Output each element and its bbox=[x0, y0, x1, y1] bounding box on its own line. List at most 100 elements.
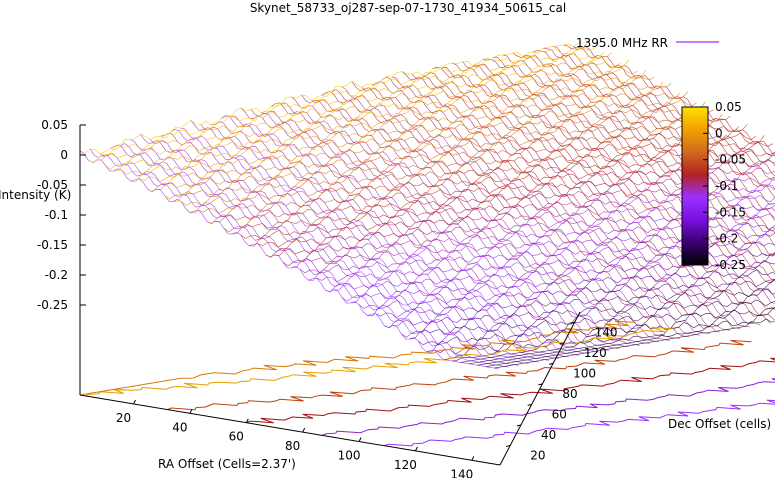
mesh-line-dec bbox=[321, 90, 741, 329]
y-tick bbox=[570, 321, 575, 324]
mesh-line-dec bbox=[210, 121, 630, 348]
mesh-line-dec bbox=[99, 153, 519, 366]
mesh-line-ra bbox=[198, 99, 697, 214]
colorbar-tick-label: -0.1 bbox=[715, 179, 738, 193]
mesh-line-dec bbox=[180, 127, 600, 353]
mesh-line-dec bbox=[89, 148, 509, 368]
mesh-line-dec bbox=[411, 74, 775, 281]
mesh-line-ra bbox=[418, 253, 775, 346]
mesh-line-dec bbox=[281, 102, 700, 336]
x-axis-line bbox=[79, 394, 501, 466]
mesh-line-ra bbox=[333, 185, 775, 291]
z-axis-label: Intensity (K) bbox=[0, 188, 71, 202]
contour-line bbox=[246, 357, 775, 424]
mesh-line-ra bbox=[494, 318, 775, 369]
axes-box: 20 40 60 80 100 120 140 20 40 60 80 100 120 140 0.05 0 -… bbox=[37, 118, 618, 478]
x-tick-label: 40 bbox=[172, 420, 187, 434]
contour-line bbox=[322, 378, 775, 436]
mesh-line-ra bbox=[325, 178, 775, 293]
y-tick bbox=[538, 383, 543, 386]
mesh-line-ra bbox=[265, 135, 765, 258]
mesh-line-ra bbox=[435, 269, 775, 355]
mesh-line-ra bbox=[189, 90, 689, 214]
mesh-line-dec bbox=[331, 89, 751, 328]
mesh-line-ra bbox=[308, 168, 775, 281]
x-tick bbox=[471, 456, 475, 461]
y-tick-label: 60 bbox=[552, 407, 567, 421]
mesh-line-dec bbox=[422, 72, 775, 273]
x-tick bbox=[414, 446, 418, 452]
mesh-line-dec bbox=[452, 62, 775, 246]
mesh-line-ra bbox=[341, 195, 775, 302]
mesh-line-ra bbox=[367, 213, 775, 317]
mesh-line-dec bbox=[573, 46, 775, 155]
y-tick-label: 40 bbox=[541, 428, 556, 442]
z-tick-label: -0.25 bbox=[37, 298, 68, 312]
y-tick bbox=[527, 403, 532, 406]
y-axis-label: Dec Offset (cells) bbox=[668, 417, 771, 431]
mesh-line-ra bbox=[384, 227, 775, 329]
z-tick-label: -0.05 bbox=[37, 178, 68, 192]
x-tick-label: 60 bbox=[229, 430, 244, 444]
z-tick-label: -0.1 bbox=[45, 208, 68, 222]
contour-line bbox=[167, 339, 752, 411]
mesh-line-dec bbox=[381, 76, 775, 304]
mesh-line-ra bbox=[426, 259, 775, 353]
mesh-line-dec bbox=[230, 115, 650, 344]
y-tick-label: 80 bbox=[562, 387, 577, 401]
y-axis-line bbox=[499, 311, 581, 466]
z-tick-label: -0.15 bbox=[37, 238, 68, 252]
mesh-line-ra bbox=[223, 114, 723, 233]
y-tick-label: 100 bbox=[573, 366, 596, 380]
x-axis-label: RA Offset (Cells=2.37') bbox=[158, 457, 296, 471]
mesh-line-ra bbox=[485, 308, 775, 367]
colorbar-tick-label: 0.05 bbox=[715, 100, 742, 114]
chart-title: Skynet_58733_oj287-sep-07-1730_41934_506… bbox=[250, 1, 566, 15]
mesh-line-dec bbox=[543, 47, 775, 177]
x-tick bbox=[189, 409, 193, 414]
y-tick bbox=[549, 362, 554, 365]
mesh-line-dec bbox=[190, 120, 610, 351]
x-tick-label: 20 bbox=[116, 411, 131, 425]
mesh-line-ra bbox=[105, 52, 604, 170]
x-tick-label: 140 bbox=[450, 467, 473, 478]
mesh-line-ra bbox=[215, 107, 714, 222]
y-tick bbox=[506, 445, 511, 447]
mesh-line-dec bbox=[432, 66, 775, 257]
mesh-line-dec bbox=[120, 143, 539, 363]
x-tick bbox=[245, 418, 249, 423]
mesh-line-ra bbox=[409, 250, 775, 340]
mesh-line-dec bbox=[220, 115, 640, 346]
colorbar: 0.05 0 -0.05 -0.1 -0.15 -0.2 -0.25 bbox=[681, 100, 746, 272]
y-tick bbox=[516, 424, 522, 427]
y-tick-label: 140 bbox=[595, 325, 618, 339]
x-tick bbox=[133, 399, 137, 405]
z-tick-label: 0.05 bbox=[41, 118, 68, 132]
colorbar-tick-label: 0 bbox=[715, 126, 723, 140]
mesh-line-dec bbox=[250, 109, 670, 341]
mesh-line-dec bbox=[532, 50, 775, 180]
colorbar-tick-label: -0.25 bbox=[715, 258, 746, 272]
x-tick bbox=[302, 427, 306, 433]
mesh-line-ra bbox=[181, 91, 681, 207]
mesh-line-ra bbox=[96, 47, 596, 161]
surface-mesh bbox=[79, 42, 775, 370]
mesh-line-dec bbox=[271, 102, 690, 338]
mesh-line-ra bbox=[468, 299, 775, 365]
mesh-line-dec bbox=[110, 144, 529, 365]
colorbar-tick-label: -0.05 bbox=[715, 153, 746, 167]
y-tick-label: 20 bbox=[530, 448, 545, 462]
mesh-line-ra bbox=[240, 124, 740, 240]
mesh-line-ra bbox=[147, 69, 647, 193]
colorbar-tick-label: -0.2 bbox=[715, 232, 738, 246]
mesh-line-ra bbox=[156, 74, 655, 190]
y-tick-label: 120 bbox=[584, 346, 607, 360]
mesh-line-dec bbox=[160, 132, 580, 356]
legend: 1395.0 MHz RR bbox=[576, 36, 719, 50]
contour-line bbox=[384, 399, 775, 447]
mesh-line-ra bbox=[477, 306, 775, 366]
mesh-line-dec bbox=[512, 52, 775, 198]
mesh-line-ra bbox=[401, 241, 775, 338]
mesh-line-ra bbox=[249, 124, 748, 247]
